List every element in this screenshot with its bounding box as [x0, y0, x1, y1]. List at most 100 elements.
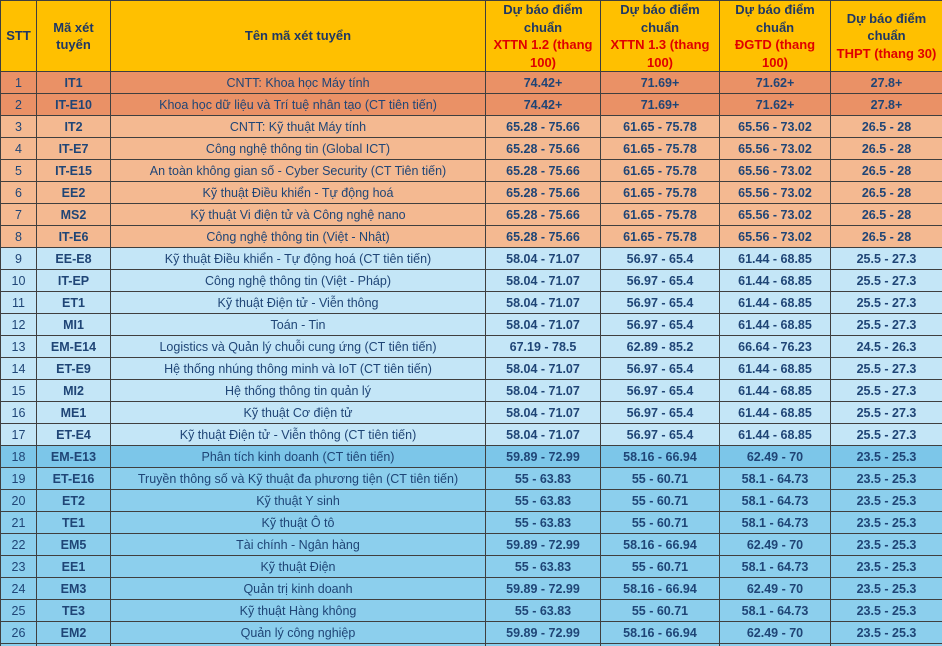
row-dgtd: 71.62+: [719, 71, 831, 95]
row-name: CNTT: Kỹ thuật Máy tính: [110, 115, 486, 139]
row-name: Công nghệ thông tin (Global ICT): [110, 137, 486, 161]
row-xttn13: 55 - 60.71: [600, 511, 720, 535]
row-code: ME1: [36, 401, 111, 425]
table-row: 1 IT1 CNTT: Khoa học Máy tính 74.42+ 71.…: [0, 71, 942, 95]
table-row: 12 MI1 Toán - Tin 58.04 - 71.07 56.97 - …: [0, 313, 942, 337]
row-dgtd: 58.1 - 64.73: [719, 599, 831, 623]
col-header-xttn12-line2: XTTN 1.2 (thang 100): [493, 37, 593, 70]
row-dgtd: 62.49 - 70: [719, 445, 831, 469]
table-row: 23 EE1 Kỹ thuật Điện 55 - 63.83 55 - 60.…: [0, 555, 942, 579]
row-xttn12: 58.04 - 71.07: [485, 313, 601, 337]
row-xttn13: 58.16 - 66.94: [600, 577, 720, 601]
row-stt: 18: [0, 445, 37, 469]
row-dgtd: 65.56 - 73.02: [719, 115, 831, 139]
row-stt: 26: [0, 621, 37, 645]
row-stt: 21: [0, 511, 37, 535]
row-code: MI1: [36, 313, 111, 337]
row-stt: 25: [0, 599, 37, 623]
table-row: 9 EE-E8 Kỹ thuật Điều khiển - Tự động ho…: [0, 247, 942, 271]
row-stt: 8: [0, 225, 37, 249]
row-thpt: 25.5 - 27.3: [830, 269, 942, 293]
row-thpt: 23.5 - 25.3: [830, 467, 942, 491]
row-dgtd: 61.44 - 68.85: [719, 379, 831, 403]
row-name: Kỹ thuật Ô tô: [110, 511, 486, 535]
table-row: 7 MS2 Kỹ thuật Vi điện tử và Công nghệ n…: [0, 203, 942, 227]
table-row: 15 MI2 Hệ thống thông tin quản lý 58.04 …: [0, 379, 942, 403]
row-code: IT-EP: [36, 269, 111, 293]
row-xttn12: 58.04 - 71.07: [485, 247, 601, 271]
row-code: ET-E16: [36, 467, 111, 491]
table-row: 17 ET-E4 Kỹ thuật Điện tử - Viễn thông (…: [0, 423, 942, 447]
row-name: Truyền thông số và Kỹ thuật đa phương ti…: [110, 467, 486, 491]
row-xttn13: 55 - 60.71: [600, 489, 720, 513]
row-code: TE3: [36, 599, 111, 623]
table-row: 22 EM5 Tài chính - Ngân hàng 59.89 - 72.…: [0, 533, 942, 557]
row-stt: 16: [0, 401, 37, 425]
row-code: ET-E9: [36, 357, 111, 381]
row-stt: 2: [0, 93, 37, 117]
row-stt: 6: [0, 181, 37, 205]
row-thpt: 26.5 - 28: [830, 115, 942, 139]
row-dgtd: 71.62+: [719, 93, 831, 117]
row-name: Khoa học dữ liệu và Trí tuệ nhân tạo (CT…: [110, 93, 486, 117]
col-header-xttn13: Dự báo điểm chuẩn XTTN 1.3 (thang 100): [600, 0, 720, 73]
row-dgtd: 61.44 - 68.85: [719, 313, 831, 337]
col-header-thpt: Dự báo điểm chuẩn THPT (thang 30): [830, 0, 942, 73]
row-code: IT2: [36, 115, 111, 139]
row-code: MS2: [36, 203, 111, 227]
row-xttn12: 58.04 - 71.07: [485, 379, 601, 403]
row-name: Logistics và Quản lý chuỗi cung ứng (CT …: [110, 335, 486, 359]
row-thpt: 23.5 - 25.3: [830, 445, 942, 469]
row-name: CNTT: Khoa học Máy tính: [110, 71, 486, 95]
row-xttn12: 65.28 - 75.66: [485, 203, 601, 227]
row-code: IT-E7: [36, 137, 111, 161]
row-name: Kỹ thuật Điều khiển - Tự động hoá (CT ti…: [110, 247, 486, 271]
row-dgtd: 61.44 - 68.85: [719, 357, 831, 381]
header-row: STT Mã xét tuyển Tên mã xét tuyển Dự báo…: [0, 0, 942, 73]
col-header-dgtd: Dự báo điểm chuẩn ĐGTD (thang 100): [719, 0, 831, 73]
table-row: 10 IT-EP Công nghệ thông tin (Việt - Phá…: [0, 269, 942, 293]
col-header-dgtd-line1: Dự báo điểm chuẩn: [735, 2, 815, 35]
row-stt: 7: [0, 203, 37, 227]
row-stt: 11: [0, 291, 37, 315]
row-thpt: 25.5 - 27.3: [830, 357, 942, 381]
col-header-xttn13-line1: Dự báo điểm chuẩn: [620, 2, 700, 35]
row-dgtd: 65.56 - 73.02: [719, 203, 831, 227]
row-dgtd: 62.49 - 70: [719, 533, 831, 557]
row-thpt: 23.5 - 25.3: [830, 577, 942, 601]
table-row: 6 EE2 Kỹ thuật Điều khiển - Tự động hoá …: [0, 181, 942, 205]
table-row: 26 EM2 Quản lý công nghiệp 59.89 - 72.99…: [0, 621, 942, 645]
row-code: EE1: [36, 555, 111, 579]
row-stt: 19: [0, 467, 37, 491]
table-row: 19 ET-E16 Truyền thông số và Kỹ thuật đa…: [0, 467, 942, 491]
row-dgtd: 61.44 - 68.85: [719, 401, 831, 425]
row-thpt: 25.5 - 27.3: [830, 379, 942, 403]
table-row: 27 EM4 Kế toán 59.89 - 72.99 58.16 - 66.…: [0, 643, 942, 646]
row-xttn13: 55 - 60.71: [600, 555, 720, 579]
table-row: 5 IT-E15 An toàn không gian số - Cyber S…: [0, 159, 942, 183]
row-xttn13: 56.97 - 65.4: [600, 423, 720, 447]
row-code: IT1: [36, 71, 111, 95]
row-xttn13: 61.65 - 75.78: [600, 181, 720, 205]
row-xttn12: 55 - 63.83: [485, 511, 601, 535]
row-name: Hệ thống nhúng thông minh và IoT (CT tiê…: [110, 357, 486, 381]
table-row: 8 IT-E6 Công nghệ thông tin (Việt - Nhật…: [0, 225, 942, 249]
table-row: 18 EM-E13 Phân tích kinh doanh (CT tiên …: [0, 445, 942, 469]
row-xttn13: 56.97 - 65.4: [600, 247, 720, 271]
row-xttn12: 65.28 - 75.66: [485, 115, 601, 139]
row-stt: 15: [0, 379, 37, 403]
row-name: Công nghệ thông tin (Việt - Nhật): [110, 225, 486, 249]
row-code: EM-E14: [36, 335, 111, 359]
row-name: Kỹ thuật Điện tử - Viễn thông: [110, 291, 486, 315]
row-thpt: 25.5 - 27.3: [830, 247, 942, 271]
row-xttn12: 65.28 - 75.66: [485, 159, 601, 183]
row-xttn12: 55 - 63.83: [485, 467, 601, 491]
col-header-xttn12-line1: Dự báo điểm chuẩn: [503, 2, 583, 35]
row-dgtd: 65.56 - 73.02: [719, 225, 831, 249]
row-xttn13: 62.89 - 85.2: [600, 335, 720, 359]
row-xttn12: 74.42+: [485, 71, 601, 95]
table-row: 2 IT-E10 Khoa học dữ liệu và Trí tuệ nhâ…: [0, 93, 942, 117]
table-body: 1 IT1 CNTT: Khoa học Máy tính 74.42+ 71.…: [0, 71, 942, 646]
row-name: Hệ thống thông tin quản lý: [110, 379, 486, 403]
row-xttn12: 59.89 - 72.99: [485, 577, 601, 601]
